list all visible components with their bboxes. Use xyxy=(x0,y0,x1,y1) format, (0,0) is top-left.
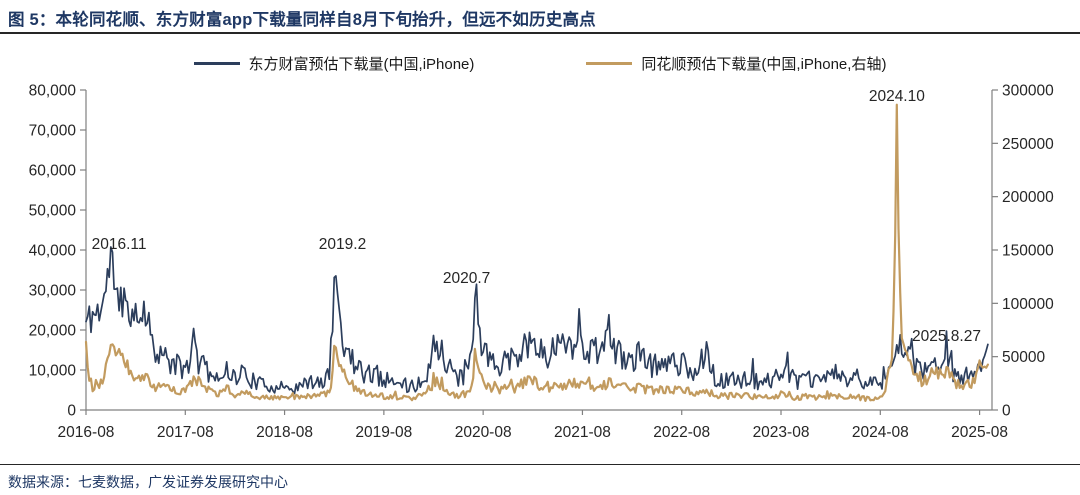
annotation-label: 2024.10 xyxy=(869,88,925,105)
legend-item-eastmoney: 东方财富预估下载量(中国,iPhone) xyxy=(193,53,475,74)
x-axis-tick-label: 2019-08 xyxy=(355,424,412,441)
title-divider xyxy=(0,32,1080,34)
footer-divider xyxy=(0,464,1080,465)
legend-swatch-eastmoney xyxy=(193,62,240,65)
right-axis-tick-label: 150000 xyxy=(1002,243,1054,260)
x-axis-tick-label: 2020-08 xyxy=(455,424,512,441)
right-axis-tick-label: 100000 xyxy=(1002,296,1054,313)
right-axis-tick-label: 250000 xyxy=(1002,136,1054,153)
annotation-label: 2020.7 xyxy=(443,270,490,287)
x-axis-tick-label: 2022-08 xyxy=(653,424,710,441)
left-axis-tick-label: 0 xyxy=(67,403,76,420)
axes: 0 10,000 20,000 30,000 40,000 50,000 60,000 70,… xyxy=(29,83,1055,442)
x-axis-tick-label: 2025-08 xyxy=(951,424,1008,441)
x-axis-tick-label: 2017-08 xyxy=(157,424,214,441)
left-axis-tick-label: 40,000 xyxy=(29,243,77,260)
left-axis-tick-label: 30,000 xyxy=(29,283,77,300)
right-axis-tick-label: 0 xyxy=(1002,403,1011,420)
left-axis-tick-label: 80,000 xyxy=(29,83,77,100)
data-source-note: 数据来源：七麦数据，广发证券发展研究中心 xyxy=(8,474,288,490)
series-line-eastmoney xyxy=(85,246,989,395)
left-axis-tick-label: 20,000 xyxy=(29,323,77,340)
annotation-label: 2016.11 xyxy=(92,236,147,253)
right-axis-tick-label: 300000 xyxy=(1002,83,1054,100)
left-axis-tick-label: 50,000 xyxy=(29,203,77,220)
legend-swatch-tonghuashun xyxy=(586,62,633,65)
right-axis-tick-label: 200000 xyxy=(1002,189,1054,206)
x-axis-tick-label: 2023-08 xyxy=(753,424,810,441)
legend-label-tonghuashun: 同花顺预估下载量(中国,iPhone,右轴) xyxy=(641,56,887,73)
right-axis-tick-label: 50000 xyxy=(1002,349,1045,366)
annotation-label: 2025.8.27 xyxy=(912,328,981,345)
legend-item-tonghuashun: 同花顺预估下载量(中国,iPhone,右轴) xyxy=(586,53,886,74)
legend-label-eastmoney: 东方财富预估下载量(中国,iPhone) xyxy=(248,56,475,73)
x-axis-tick-label: 2021-08 xyxy=(554,424,611,441)
downloads-line-chart: 0 10,000 20,000 30,000 40,000 50,000 60,000 70,… xyxy=(29,83,1055,442)
series-line-tonghuashun xyxy=(84,103,989,402)
chart-legend: 东方财富预估下载量(中国,iPhone) 同花顺预估下载量(中国,iPhone,… xyxy=(0,53,1080,74)
annotation-label: 2019.2 xyxy=(319,236,366,253)
x-axis-tick-label: 2018-08 xyxy=(256,424,313,441)
figure-title: 图 5：本轮同花顺、东方财富app下载量同样自8月下旬抬升，但远不如历史高点 xyxy=(8,11,596,29)
x-axis-tick-label: 2016-08 xyxy=(58,424,115,441)
left-axis-tick-label: 60,000 xyxy=(29,163,77,180)
left-axis-tick-label: 70,000 xyxy=(29,123,77,140)
left-axis-tick-label: 10,000 xyxy=(29,363,77,380)
x-axis-tick-label: 2024-08 xyxy=(852,424,909,441)
